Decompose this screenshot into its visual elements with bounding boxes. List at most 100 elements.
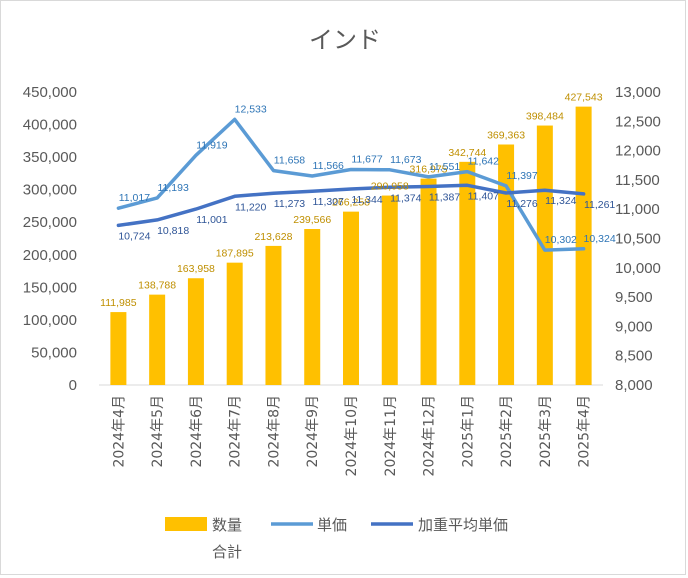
unit-price-label: 11,919 xyxy=(196,139,227,151)
legend-label: 加重平均単価 xyxy=(418,516,508,534)
bar-data-label: 213,628 xyxy=(254,231,292,243)
right-tick-label: 8,000 xyxy=(615,377,653,394)
weighted-avg-label: 11,324 xyxy=(545,195,576,207)
right-tick-label: 11,500 xyxy=(615,172,660,189)
category-label: 2024年11月 xyxy=(383,395,399,476)
bar xyxy=(575,106,592,385)
bar xyxy=(343,211,359,385)
weighted-avg-label: 10,818 xyxy=(157,225,189,237)
weighted-avg-label: 11,220 xyxy=(235,201,266,213)
unit-price-label: 11,658 xyxy=(274,155,305,167)
unit-price-label: 10,302 xyxy=(545,234,577,246)
category-label: 2025年1月 xyxy=(460,395,476,468)
bar-data-label: 290,958 xyxy=(371,181,409,193)
bar-data-label: 138,788 xyxy=(138,280,176,292)
legend-bar-swatch xyxy=(165,517,207,531)
unit-price-label: 10,324 xyxy=(584,233,616,245)
category-label: 2025年2月 xyxy=(499,395,515,468)
right-axis: 8,000 8,500 9,000 9,500 10,000 10,500 11,000 11… xyxy=(615,84,661,394)
legend-label: 数量 xyxy=(212,516,242,534)
left-tick-label: 400,000 xyxy=(23,117,77,134)
weighted-avg-label: 11,344 xyxy=(351,194,382,206)
unit-price-label: 11,677 xyxy=(351,154,382,166)
left-tick-label: 200,000 xyxy=(23,247,77,264)
weighted-avg-price-line xyxy=(116,183,586,228)
right-tick-label: 12,000 xyxy=(615,143,661,160)
left-tick-label: 150,000 xyxy=(23,279,77,296)
category-label: 2025年4月 xyxy=(577,395,593,468)
right-tick-label: 10,000 xyxy=(615,260,661,277)
bar-data-label: 369,363 xyxy=(487,130,525,142)
weighted-avg-label: 11,374 xyxy=(390,192,421,204)
bar xyxy=(420,178,437,385)
bar xyxy=(226,262,243,385)
bar-data-label: 398,484 xyxy=(526,111,564,123)
bar xyxy=(381,195,398,385)
bar-data-label: 266,258 xyxy=(332,197,370,209)
left-tick-label: 350,000 xyxy=(23,149,77,166)
weighted-avg-label: 11,001 xyxy=(196,214,227,226)
bar xyxy=(149,294,166,385)
right-tick-label: 12,500 xyxy=(615,113,661,130)
left-tick-label: 100,000 xyxy=(23,312,77,329)
bar-data-label: 239,566 xyxy=(293,214,331,226)
chart-title: インド xyxy=(309,26,381,54)
bar-data-label: 111,985 xyxy=(100,297,137,309)
bar xyxy=(304,229,321,385)
right-tick-label: 13,000 xyxy=(615,84,661,101)
bar-series xyxy=(110,106,592,386)
bar-data-label: 316,975 xyxy=(410,164,448,176)
weighted-avg-label: 11,307 xyxy=(313,196,344,208)
weighted-avg-label: 10,724 xyxy=(118,230,150,242)
left-tick-label: 300,000 xyxy=(23,182,77,199)
unit-price-label: 11,566 xyxy=(313,160,344,172)
line-series xyxy=(116,117,586,252)
legend-label: 合計 xyxy=(212,543,242,561)
unit-price-label: 11,017 xyxy=(119,192,150,204)
legend-label: 単価 xyxy=(317,516,347,534)
category-label: 2024年9月 xyxy=(305,395,321,468)
bar-data-label: 342,744 xyxy=(448,147,486,159)
right-tick-label: 11,000 xyxy=(615,201,660,218)
left-tick-label: 450,000 xyxy=(23,84,77,101)
unit-price-line xyxy=(116,117,586,252)
unit-price-label: 11,642 xyxy=(468,156,499,168)
weighted-avg-label: 11,276 xyxy=(506,198,537,210)
bar-data-label: 163,958 xyxy=(177,263,215,275)
category-label: 2025年3月 xyxy=(538,395,554,468)
weighted-avg-label: 11,387 xyxy=(429,192,460,204)
bar xyxy=(536,125,553,386)
weighted-avg-label: 11,273 xyxy=(274,198,305,210)
bar xyxy=(110,312,127,385)
right-tick-label: 9,500 xyxy=(615,289,653,306)
category-label: 2024年4月 xyxy=(111,395,127,468)
left-tick-label: 50,000 xyxy=(31,344,77,361)
data-labels: 111,985138,788163,958187,895213,628239,5… xyxy=(100,92,616,309)
left-axis: 0 50,000 100,000 150,000 200,000 250,000 300,0… xyxy=(23,84,77,394)
category-labels: 2024年4月 2024年5月 2024年6月 2024年7月 2024年8月 2024年… xyxy=(111,395,592,476)
bar xyxy=(187,278,204,385)
right-tick-label: 8,500 xyxy=(615,348,653,365)
weighted-avg-label: 11,261 xyxy=(584,199,615,211)
category-label: 2024年6月 xyxy=(189,395,205,468)
unit-price-label: 11,193 xyxy=(157,182,188,194)
category-label: 2024年5月 xyxy=(150,395,166,468)
bar xyxy=(265,245,282,385)
unit-price-label: 11,551 xyxy=(429,161,460,173)
left-tick-label: 250,000 xyxy=(23,214,77,231)
bar xyxy=(459,161,476,385)
category-label: 2024年10月 xyxy=(344,395,360,476)
unit-price-label: 12,533 xyxy=(235,103,267,115)
unit-price-label: 11,397 xyxy=(506,170,537,182)
bar-data-label: 187,895 xyxy=(216,248,254,260)
unit-price-label: 11,673 xyxy=(390,154,421,166)
category-label: 2024年12月 xyxy=(422,395,438,476)
left-tick-label: 0 xyxy=(69,377,77,394)
weighted-avg-label: 11,407 xyxy=(468,190,499,202)
bar xyxy=(498,144,515,385)
right-tick-label: 10,500 xyxy=(615,231,661,248)
right-tick-label: 9,000 xyxy=(615,318,653,335)
